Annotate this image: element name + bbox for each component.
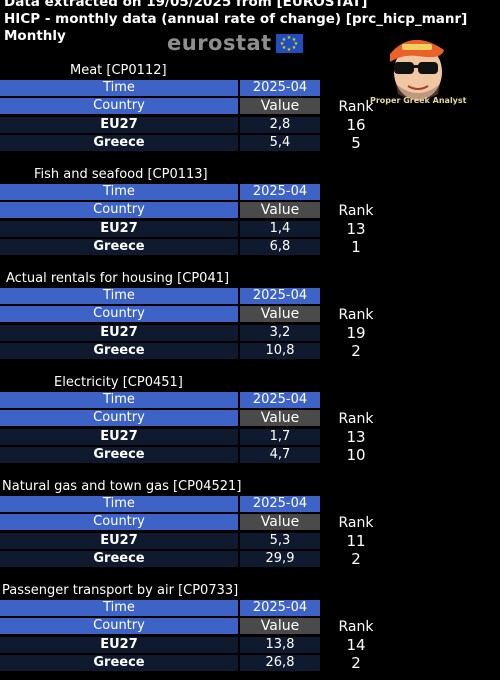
rank-header: Rank [338, 619, 374, 635]
period-header: 2025-04 [240, 288, 320, 304]
eu-flag-icon: ★ ★ ★ ★ ★ ★ ★ ★ [275, 33, 303, 53]
indicator-table: Meat [CP0112] Time 2025-04 Country Value… [0, 63, 500, 155]
row-value: 4,7 [240, 447, 320, 463]
indicator-table: Electricity [CP0451] Time 2025-04 Countr… [0, 375, 500, 467]
period-header: 2025-04 [240, 496, 320, 512]
value-header: Value [240, 514, 320, 530]
row-rank: 11 [346, 532, 366, 550]
row-value: 29,9 [240, 551, 320, 567]
row-rank: 16 [346, 116, 366, 134]
period-header: 2025-04 [240, 600, 320, 616]
row-country: Greece [0, 135, 238, 151]
value-header: Value [240, 202, 320, 218]
row-rank: 5 [351, 134, 361, 152]
rank-header: Rank [338, 203, 374, 219]
row-country: EU27 [0, 637, 238, 653]
rank-header: Rank [338, 307, 374, 323]
row-country: Greece [0, 655, 238, 671]
country-header: Country [0, 618, 238, 634]
country-header: Country [0, 202, 238, 218]
country-header: Country [0, 306, 238, 322]
row-country: Greece [0, 447, 238, 463]
period-header: 2025-04 [240, 392, 320, 408]
row-rank: 2 [351, 550, 361, 568]
table-title: Natural gas and town gas [CP04521] [2, 479, 242, 494]
row-value: 1,7 [240, 429, 320, 445]
country-header: Country [0, 98, 238, 114]
row-rank: 2 [351, 654, 361, 672]
time-header: Time [0, 288, 238, 304]
row-value: 2,8 [240, 117, 320, 133]
country-header: Country [0, 514, 238, 530]
frequency-label: Monthly [4, 28, 66, 44]
row-rank: 14 [346, 636, 366, 654]
row-value: 6,8 [240, 239, 320, 255]
indicator-table: Natural gas and town gas [CP04521] Time … [0, 479, 500, 571]
row-rank: 10 [346, 446, 366, 464]
table-title: Fish and seafood [CP0113] [34, 167, 208, 182]
row-rank: 1 [351, 238, 361, 256]
table-title: Meat [CP0112] [70, 63, 167, 78]
row-rank: 13 [346, 428, 366, 446]
row-value: 5,4 [240, 135, 320, 151]
row-country: EU27 [0, 325, 238, 341]
time-header: Time [0, 496, 238, 512]
indicator-table: Fish and seafood [CP0113] Time 2025-04 C… [0, 167, 500, 259]
row-value: 10,8 [240, 343, 320, 359]
period-header: 2025-04 [240, 80, 320, 96]
row-country: EU27 [0, 117, 238, 133]
table-title: Passenger transport by air [CP0733] [2, 583, 239, 598]
row-country: EU27 [0, 221, 238, 237]
value-header: Value [240, 618, 320, 634]
indicator-table: Passenger transport by air [CP0733] Time… [0, 583, 500, 675]
row-country: Greece [0, 239, 238, 255]
value-header: Value [240, 98, 320, 114]
row-rank: 19 [346, 324, 366, 342]
eurostat-logo: eurostat ★ ★ ★ ★ ★ ★ ★ ★ [167, 31, 303, 55]
extraction-note: Data extracted on 19/05/2025 from [EUROS… [4, 0, 368, 10]
row-value: 26,8 [240, 655, 320, 671]
rank-header: Rank [338, 411, 374, 427]
mascot-avatar-icon [390, 39, 444, 100]
table-title: Actual rentals for housing [CP041] [6, 271, 230, 286]
value-header: Value [240, 306, 320, 322]
indicator-table: Actual rentals for housing [CP041] Time … [0, 271, 500, 363]
row-value: 5,3 [240, 533, 320, 549]
row-value: 3,2 [240, 325, 320, 341]
row-rank: 2 [351, 342, 361, 360]
row-country: EU27 [0, 429, 238, 445]
row-value: 13,8 [240, 637, 320, 653]
period-header: 2025-04 [240, 184, 320, 200]
row-value: 1,4 [240, 221, 320, 237]
time-header: Time [0, 184, 238, 200]
dataset-title: HICP - monthly data (annual rate of chan… [4, 11, 468, 27]
mascot-caption: Proper Greek Analyst [370, 96, 467, 105]
time-header: Time [0, 392, 238, 408]
value-header: Value [240, 410, 320, 426]
rank-header: Rank [338, 515, 374, 531]
rank-header: Rank [338, 99, 374, 115]
country-header: Country [0, 410, 238, 426]
time-header: Time [0, 600, 238, 616]
table-title: Electricity [CP0451] [54, 375, 183, 390]
row-rank: 13 [346, 220, 366, 238]
row-country: EU27 [0, 533, 238, 549]
row-country: Greece [0, 343, 238, 359]
time-header: Time [0, 80, 238, 96]
row-country: Greece [0, 551, 238, 567]
header: Data extracted on 19/05/2025 from [EUROS… [4, 0, 496, 45]
eurostat-logo-text: eurostat [167, 31, 272, 55]
